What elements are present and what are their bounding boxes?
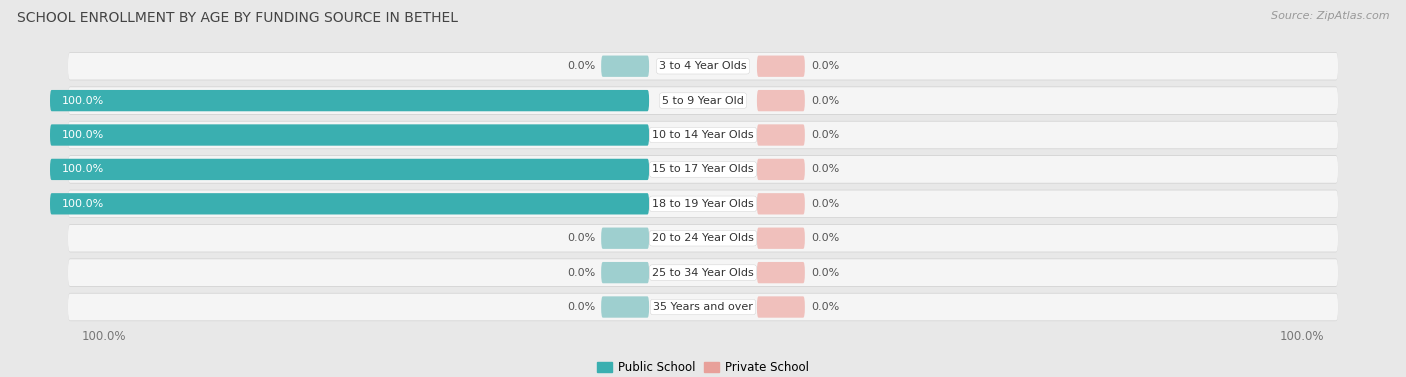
FancyBboxPatch shape <box>51 159 650 180</box>
Legend: Public School, Private School: Public School, Private School <box>593 356 813 377</box>
FancyBboxPatch shape <box>602 55 650 77</box>
Text: 0.0%: 0.0% <box>811 233 839 243</box>
FancyBboxPatch shape <box>67 156 1339 183</box>
FancyBboxPatch shape <box>67 259 1339 287</box>
FancyBboxPatch shape <box>602 228 650 249</box>
Text: 20 to 24 Year Olds: 20 to 24 Year Olds <box>652 233 754 243</box>
FancyBboxPatch shape <box>756 228 804 249</box>
Text: 25 to 34 Year Olds: 25 to 34 Year Olds <box>652 268 754 277</box>
FancyBboxPatch shape <box>67 224 1339 252</box>
FancyBboxPatch shape <box>602 262 650 283</box>
FancyBboxPatch shape <box>756 296 804 318</box>
FancyBboxPatch shape <box>67 294 1339 320</box>
Text: 0.0%: 0.0% <box>811 61 839 71</box>
FancyBboxPatch shape <box>756 124 804 146</box>
FancyBboxPatch shape <box>756 90 804 111</box>
Text: 100.0%: 100.0% <box>62 130 104 140</box>
Text: Source: ZipAtlas.com: Source: ZipAtlas.com <box>1271 11 1389 21</box>
Text: 5 to 9 Year Old: 5 to 9 Year Old <box>662 96 744 106</box>
FancyBboxPatch shape <box>67 259 1339 286</box>
FancyBboxPatch shape <box>67 87 1339 114</box>
FancyBboxPatch shape <box>67 52 1339 80</box>
Text: 18 to 19 Year Olds: 18 to 19 Year Olds <box>652 199 754 209</box>
Text: SCHOOL ENROLLMENT BY AGE BY FUNDING SOURCE IN BETHEL: SCHOOL ENROLLMENT BY AGE BY FUNDING SOUR… <box>17 11 458 25</box>
FancyBboxPatch shape <box>756 262 804 283</box>
Text: 0.0%: 0.0% <box>811 130 839 140</box>
Text: 100.0%: 100.0% <box>62 164 104 175</box>
FancyBboxPatch shape <box>51 90 650 111</box>
FancyBboxPatch shape <box>67 53 1339 80</box>
FancyBboxPatch shape <box>756 193 804 215</box>
FancyBboxPatch shape <box>67 225 1339 251</box>
Text: 0.0%: 0.0% <box>567 268 595 277</box>
Text: 100.0%: 100.0% <box>62 96 104 106</box>
Text: 0.0%: 0.0% <box>811 268 839 277</box>
Text: 3 to 4 Year Olds: 3 to 4 Year Olds <box>659 61 747 71</box>
Text: 0.0%: 0.0% <box>567 302 595 312</box>
FancyBboxPatch shape <box>67 121 1339 149</box>
Text: 0.0%: 0.0% <box>567 233 595 243</box>
FancyBboxPatch shape <box>51 124 650 146</box>
FancyBboxPatch shape <box>756 159 804 180</box>
Text: 35 Years and over: 35 Years and over <box>652 302 754 312</box>
FancyBboxPatch shape <box>602 296 650 318</box>
Text: 0.0%: 0.0% <box>811 164 839 175</box>
Text: 0.0%: 0.0% <box>811 199 839 209</box>
FancyBboxPatch shape <box>67 293 1339 321</box>
Text: 10 to 14 Year Olds: 10 to 14 Year Olds <box>652 130 754 140</box>
FancyBboxPatch shape <box>67 86 1339 115</box>
Text: 0.0%: 0.0% <box>811 302 839 312</box>
FancyBboxPatch shape <box>756 55 804 77</box>
FancyBboxPatch shape <box>51 193 650 215</box>
FancyBboxPatch shape <box>67 190 1339 217</box>
FancyBboxPatch shape <box>67 155 1339 184</box>
FancyBboxPatch shape <box>67 122 1339 149</box>
Text: 0.0%: 0.0% <box>811 96 839 106</box>
FancyBboxPatch shape <box>67 190 1339 218</box>
Text: 100.0%: 100.0% <box>62 199 104 209</box>
Text: 15 to 17 Year Olds: 15 to 17 Year Olds <box>652 164 754 175</box>
Text: 0.0%: 0.0% <box>567 61 595 71</box>
